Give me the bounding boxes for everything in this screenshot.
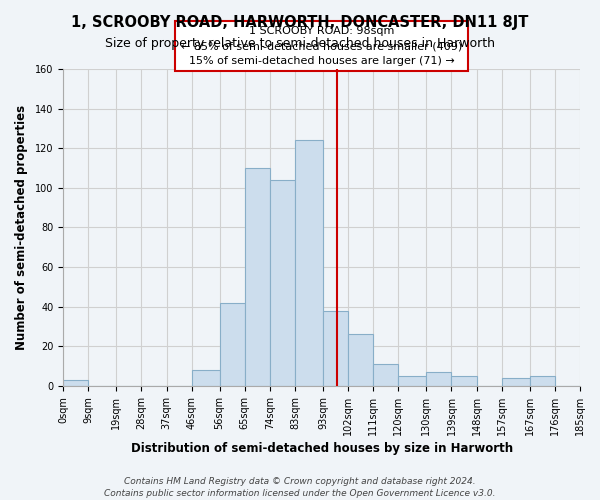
Bar bbox=[427, 372, 451, 386]
Bar bbox=[295, 140, 323, 386]
Bar bbox=[323, 310, 348, 386]
Bar bbox=[63, 380, 88, 386]
Bar bbox=[191, 370, 220, 386]
Bar bbox=[502, 378, 530, 386]
Bar bbox=[373, 364, 398, 386]
Text: 1, SCROOBY ROAD, HARWORTH, DONCASTER, DN11 8JT: 1, SCROOBY ROAD, HARWORTH, DONCASTER, DN… bbox=[71, 15, 529, 30]
X-axis label: Distribution of semi-detached houses by size in Harworth: Distribution of semi-detached houses by … bbox=[131, 442, 512, 455]
Bar bbox=[348, 334, 373, 386]
Bar bbox=[270, 180, 295, 386]
Text: 1 SCROOBY ROAD: 98sqm
← 85% of semi-detached houses are smaller (409)
15% of sem: 1 SCROOBY ROAD: 98sqm ← 85% of semi-deta… bbox=[181, 26, 462, 66]
Y-axis label: Number of semi-detached properties: Number of semi-detached properties bbox=[15, 105, 28, 350]
Bar bbox=[245, 168, 270, 386]
Bar bbox=[398, 376, 427, 386]
Bar bbox=[530, 376, 555, 386]
Bar bbox=[451, 376, 476, 386]
Text: Contains HM Land Registry data © Crown copyright and database right 2024.
Contai: Contains HM Land Registry data © Crown c… bbox=[104, 477, 496, 498]
Text: Size of property relative to semi-detached houses in Harworth: Size of property relative to semi-detach… bbox=[105, 38, 495, 51]
Bar bbox=[220, 303, 245, 386]
